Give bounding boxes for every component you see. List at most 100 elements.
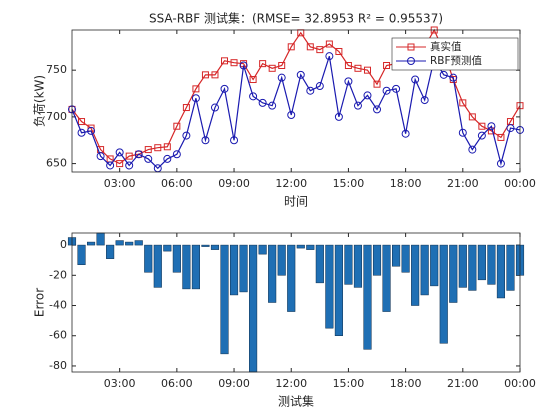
x-tick-label: 09:00 [218,377,250,390]
bar [420,244,429,296]
x-tick-label: 18:00 [390,177,422,190]
data-point [296,70,305,79]
data-point [382,86,391,95]
x-axis-label: 时间 [284,195,308,209]
bar [401,244,410,273]
data-point [287,111,296,120]
data-point [449,73,458,82]
bar [334,244,343,336]
bar [287,244,296,312]
bar [144,244,153,273]
data-point [373,80,381,88]
bar [125,241,134,246]
x-tick-label: 03:00 [104,177,136,190]
legend-marker [407,57,415,65]
x-tick-label: 12:00 [275,177,307,190]
y-tick-label: -20 [49,268,67,281]
y-tick-label: -60 [49,329,67,342]
data-point [144,146,152,154]
bar [239,244,248,293]
data-point [230,136,239,145]
data-point [420,96,429,105]
axes-frame [71,29,521,173]
data-point [201,71,209,79]
data-point [249,76,257,84]
bar [477,244,486,281]
x-tick-label: 21:00 [447,377,479,390]
data-point [344,62,352,69]
bar [411,244,420,306]
bar [163,244,172,252]
data-point [487,122,496,131]
bar [458,244,467,288]
bar [449,244,458,303]
data-point [115,148,124,157]
data-point [163,154,172,163]
data-point [154,144,162,152]
data-point [144,154,153,163]
y-tick-label: 650 [46,157,67,170]
data-point [96,152,105,161]
x-axis-label: 测试集 [278,394,314,409]
x-tick-label: 09:00 [218,177,250,190]
data-point [173,122,181,130]
data-point [315,82,324,91]
data-point [344,77,353,86]
y-tick-label: 700 [46,110,67,123]
bar [210,244,220,250]
data-point [497,133,505,141]
bar [115,240,124,246]
data-point [363,66,371,74]
data-point [383,62,391,69]
bar [106,244,115,259]
data-point [192,85,200,93]
bar [506,244,515,291]
data-point [354,64,362,72]
data-point [78,118,86,126]
data-point [125,161,134,170]
x-tick-label: 18:00 [390,377,422,390]
bar [229,244,239,296]
data-point [306,86,315,95]
data-point [335,47,343,55]
bar [315,244,324,284]
data-point [506,124,515,133]
data-point [125,152,133,160]
data-point [134,150,143,159]
data-point [259,60,267,68]
bar [268,244,277,303]
bar [468,244,477,291]
bar [87,241,96,246]
data-point [459,99,467,107]
bar [439,244,448,344]
data-point [325,52,334,61]
data-point [182,131,191,140]
data-point [116,160,124,168]
bar [306,244,315,250]
bar [134,240,143,246]
legend-label: RBF预测值 [430,54,483,67]
data-point [496,159,505,168]
data-point [468,113,476,121]
data-point [268,101,277,110]
x-tick-label: 03:00 [104,377,136,390]
axes-frame [71,232,521,373]
data-point [392,84,401,93]
data-point [249,92,258,101]
data-point [401,129,410,138]
data-point [363,91,372,100]
bar [372,244,382,276]
bar [363,244,372,350]
legend-box [391,37,519,71]
data-point [353,101,362,110]
data-point [221,57,229,65]
data-point [477,131,486,140]
bar [96,232,105,246]
x-tick-label: 21:00 [447,177,479,190]
data-point [201,136,210,145]
bar [353,244,363,288]
bar [430,244,439,287]
x-tick-label: 00:00 [504,177,536,190]
data-point [182,104,190,112]
